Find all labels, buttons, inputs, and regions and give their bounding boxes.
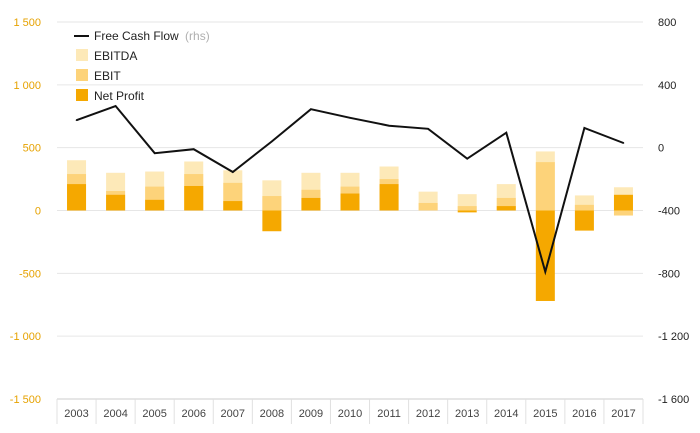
y-right-tick-label: 400 (658, 80, 676, 92)
bar-net-profit-2008 (262, 210, 282, 232)
bar-net-profit-2010 (340, 193, 360, 211)
point-free-cash-flow-2008 (271, 140, 273, 143)
x-tick-label: 2016 (572, 408, 596, 420)
point-free-cash-flow-2011 (388, 124, 390, 127)
point-free-cash-flow-2007 (232, 171, 234, 173)
y-left-tick-label: 1 000 (13, 80, 41, 92)
x-tick-label: 2012 (416, 408, 440, 420)
y-right-tick-label: -400 (658, 206, 680, 218)
x-tick-label: 2017 (611, 408, 635, 420)
bar-net-profit-2003 (67, 184, 87, 211)
bar-ebit-2008 (262, 196, 282, 211)
y-left-tick-label: 500 (23, 143, 41, 155)
legend-label-ebitda: EBITDA (94, 49, 137, 63)
point-free-cash-flow-2010 (349, 117, 351, 119)
y-left-tick-label: -500 (19, 268, 41, 280)
legend-label-net-profit: Net Profit (94, 89, 145, 103)
bar-ebit-2016 (574, 204, 594, 211)
bars (67, 151, 633, 301)
point-free-cash-flow-2016 (583, 127, 586, 129)
y-right-tick-label: -1 200 (658, 331, 689, 343)
y-left-tick-label: -1 000 (10, 331, 41, 343)
y-axis-left: -1 500 -1 000 -500 0 500 1 000 1 500 (10, 17, 41, 406)
bar-ebit-2015 (535, 162, 555, 211)
point-free-cash-flow-2015 (544, 270, 547, 273)
bar-net-profit-2005 (145, 199, 165, 211)
legend-label-ebit: EBIT (94, 69, 121, 83)
y-left-tick-label: -1 500 (10, 394, 41, 406)
bar-net-profit-2017 (613, 194, 633, 211)
x-tick-label: 2011 (377, 408, 401, 420)
point-free-cash-flow-2017 (622, 142, 625, 144)
legend-marker-ebit (76, 69, 88, 81)
legend-marker-ebitda (76, 49, 88, 61)
y-right-tick-label: 800 (658, 17, 676, 29)
legend-label-free-cash-flow: Free Cash Flow (rhs) (94, 29, 210, 43)
point-free-cash-flow-2003 (75, 119, 78, 121)
x-tick-label: 2014 (494, 408, 518, 420)
y-left-tick-label: 0 (35, 206, 41, 218)
x-axis: 2003 2004 2005 2006 2007 2008 2009 2010 2011 2012… (56, 398, 644, 424)
legend-marker-net-profit (76, 89, 88, 101)
x-tick-label: 2010 (338, 408, 362, 420)
point-free-cash-flow-2013 (466, 157, 469, 160)
point-free-cash-flow-2009 (310, 108, 312, 110)
point-free-cash-flow-2012 (427, 128, 429, 130)
bar-net-profit-2016 (574, 210, 594, 231)
bar-ebit-2012 (418, 202, 438, 211)
x-tick-label: 2013 (455, 408, 479, 420)
point-free-cash-flow-2005 (153, 152, 156, 154)
bar-ebit-2013 (457, 206, 477, 211)
x-tick-label: 2007 (221, 408, 245, 420)
legend: Free Cash Flow (rhs) EBITDA EBIT Net Pro… (74, 29, 210, 103)
x-tick-label: 2005 (142, 408, 166, 420)
bar-net-profit-2014 (496, 206, 516, 211)
bar-net-profit-2009 (301, 197, 321, 211)
bar-net-profit-2013 (457, 210, 477, 213)
y-left-tick-label: 1 500 (13, 17, 41, 29)
point-free-cash-flow-2014 (505, 131, 508, 134)
x-tick-label: 2015 (533, 408, 557, 420)
x-tick-label: 2009 (299, 408, 323, 420)
bar-net-profit-2015 (535, 210, 555, 301)
bar-net-profit-2004 (106, 194, 126, 211)
x-tick-label: 2006 (181, 408, 205, 420)
bar-net-profit-2011 (379, 184, 399, 211)
y-right-tick-label: 0 (658, 143, 664, 155)
x-tick-label: 2003 (64, 408, 88, 420)
y-right-tick-label: -1 600 (658, 394, 689, 406)
x-tick-label: 2004 (103, 408, 127, 420)
bar-net-profit-2007 (223, 201, 243, 211)
point-free-cash-flow-2006 (192, 148, 195, 151)
y-right-tick-label: -800 (658, 268, 680, 280)
fcf-line-group (75, 104, 625, 276)
y-axis-right: -1 600 -1 200 -800 -400 0 400 800 (658, 17, 689, 406)
bar-ebit-2017 (613, 210, 633, 216)
x-tick-label: 2008 (260, 408, 284, 420)
bar-net-profit-2006 (184, 185, 204, 211)
point-free-cash-flow-2004 (114, 105, 117, 107)
